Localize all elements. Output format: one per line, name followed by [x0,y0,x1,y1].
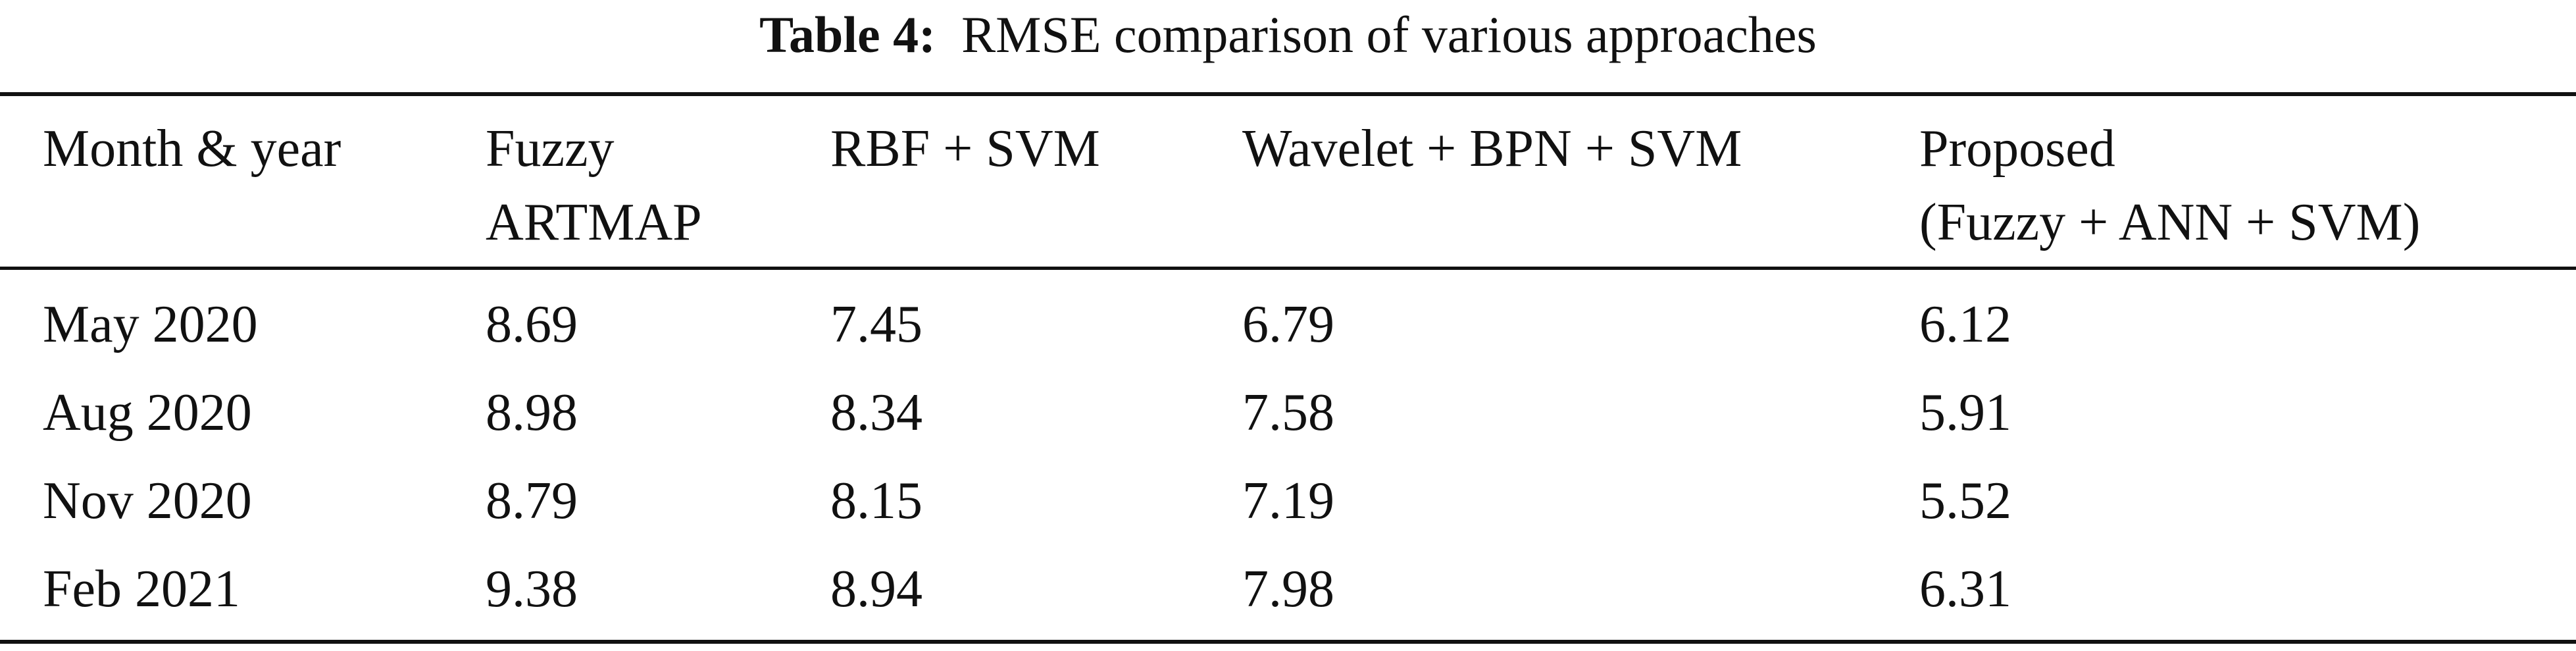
cell-wavelet-bpn-svm: 7.19 [1242,472,1334,530]
header-wavelet-bpn-svm-line-1: Wavelet + BPN + SVM [1242,120,1742,178]
header-month-year-line-1: Month & year [43,120,341,178]
header-fuzzy-artmap: Fuzzy ARTMAP [486,112,702,259]
cell-rbf-svm: 8.94 [830,560,922,618]
cell-fuzzy-artmap: 8.98 [486,384,578,442]
cell-month: May 2020 [43,296,258,353]
cell-proposed: 5.91 [1919,384,2011,442]
cell-wavelet-bpn-svm: 6.79 [1242,296,1334,353]
cell-month: Aug 2020 [43,384,252,442]
cell-proposed: 6.31 [1919,560,2011,618]
cell-fuzzy-artmap: 8.69 [486,296,578,353]
cell-rbf-svm: 8.15 [830,472,922,530]
header-fuzzy-artmap-line-1: Fuzzy [486,120,615,178]
cell-month: Nov 2020 [43,472,252,530]
header-rbf-svm-line-1: RBF + SVM [830,120,1100,178]
header-wavelet-bpn-svm: Wavelet + BPN + SVM [1242,112,1742,186]
cell-fuzzy-artmap: 9.38 [486,560,578,618]
header-rbf-svm: RBF + SVM [830,112,1100,186]
cell-wavelet-bpn-svm: 7.98 [1242,560,1334,618]
header-proposed-line-1: Proposed [1919,120,2115,178]
cell-rbf-svm: 8.34 [830,384,922,442]
table-bottom-rule [0,640,2576,644]
cell-month: Feb 2021 [43,560,240,618]
header-proposed-line-2: (Fuzzy + ANN + SVM) [1919,194,2421,251]
cell-proposed: 5.52 [1919,472,2011,530]
cell-proposed: 6.12 [1919,296,2011,353]
header-month-year: Month & year [43,112,341,186]
cell-wavelet-bpn-svm: 7.58 [1242,384,1334,442]
cell-rbf-svm: 7.45 [830,296,922,353]
table-header-rule [0,267,2576,270]
cell-fuzzy-artmap: 8.79 [486,472,578,530]
header-proposed: Proposed (Fuzzy + ANN + SVM) [1919,112,2420,259]
table-top-rule [0,92,2576,96]
header-fuzzy-artmap-line-2: ARTMAP [486,194,702,251]
table-caption-text: RMSE comparison of various approaches [961,6,1817,63]
table-caption-label: Table 4: [759,6,936,63]
table-caption: Table 4: RMSE comparison of various appr… [0,0,2576,69]
